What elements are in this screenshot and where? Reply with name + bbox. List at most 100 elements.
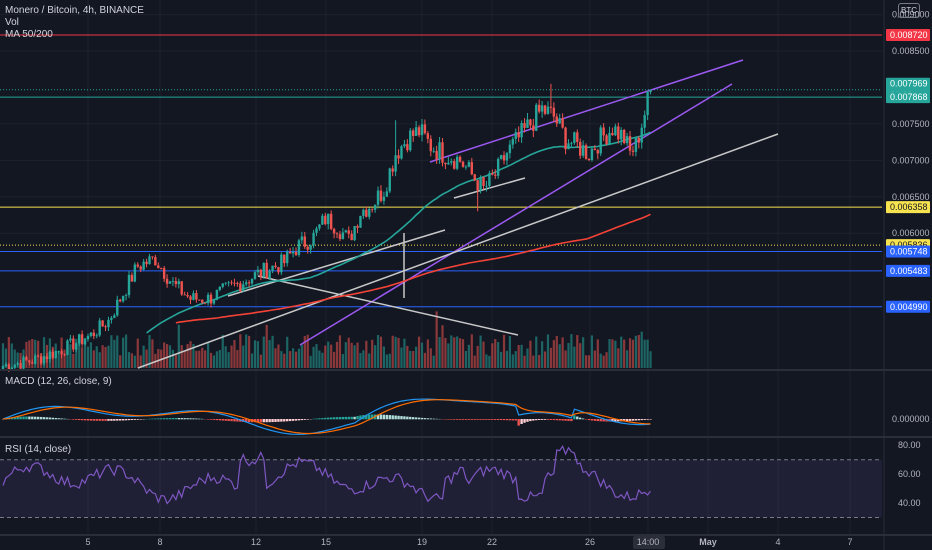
volume-bar: [183, 350, 186, 368]
trendline-lower[interactable]: [137, 133, 779, 369]
candle-body: [28, 360, 31, 363]
candle-body: [344, 230, 348, 233]
macd-histogram-bar: [86, 419, 90, 421]
macd-histogram-bar: [593, 419, 597, 421]
macd-histogram-bar: [318, 418, 321, 420]
volume-bar: [332, 351, 336, 368]
price-level-label[interactable]: 0.005483: [886, 264, 930, 277]
macd-legend: MACD (12, 26, close, 9): [5, 376, 112, 388]
candle-body: [57, 351, 60, 352]
drawings[interactable]: [137, 59, 779, 369]
macd-histogram-bar: [555, 419, 558, 421]
price-axis[interactable]: 0.009000 0.008500 0.007500 0.007000 0.006500…: [886, 10, 930, 509]
macd-histogram-bar: [502, 419, 506, 421]
candle-body: [479, 177, 482, 191]
volume-bar: [171, 349, 175, 368]
macd-histogram-bar: [160, 418, 163, 420]
macd-histogram-bar: [60, 418, 63, 420]
price-level-value: 0.007969: [890, 79, 928, 89]
candle-body: [622, 129, 626, 144]
candle-body: [63, 354, 66, 356]
price-level-label[interactable]: 0.005748: [886, 245, 930, 258]
price-level-label[interactable]: 0.007868: [886, 91, 930, 104]
rsi-label[interactable]: RSI (14, close): [5, 444, 72, 455]
candle-body: [617, 126, 620, 140]
candle-body: [370, 208, 374, 210]
macd-histogram-bar: [464, 419, 468, 420]
price-level-label[interactable]: 0.004990: [886, 300, 930, 313]
volume-bar: [587, 355, 591, 368]
candle-body: [288, 251, 292, 254]
candle-body: [409, 130, 412, 151]
macd-histogram-bar: [491, 419, 494, 420]
volume-bar: [538, 354, 541, 368]
time-tick-label: May: [699, 537, 717, 547]
candle-body: [347, 230, 350, 234]
macd-histogram-bar: [432, 418, 435, 420]
macd-label[interactable]: MACD (12, 26, close, 9): [5, 376, 112, 387]
volume-bar: [385, 354, 388, 368]
macd-histogram-bar: [13, 417, 16, 420]
volume-bar: [412, 351, 415, 368]
macd-histogram-bar: [233, 419, 236, 422]
volume-bar: [476, 345, 479, 368]
candle-body: [414, 127, 418, 136]
price-tick-label: 0.009000: [892, 10, 930, 20]
macd-histogram-bar: [561, 419, 564, 421]
volume-bar: [415, 346, 418, 368]
macd-histogram-bar: [259, 419, 263, 423]
macd-histogram-bar: [494, 419, 497, 420]
macd-histogram-bar: [198, 418, 201, 420]
volume-bar: [145, 349, 148, 368]
volume-bar: [456, 336, 459, 368]
channel-upper-line[interactable]: [429, 59, 744, 163]
trendline-descending[interactable]: [257, 275, 519, 336]
macd-histogram-bar: [350, 416, 353, 420]
macd-tick-label: 0.000000: [892, 414, 930, 424]
macd-histogram-bar: [344, 416, 348, 420]
candle-body: [514, 132, 517, 139]
candle-body: [162, 268, 166, 279]
macd-histogram-bar: [104, 419, 107, 421]
macd-histogram-bar: [42, 417, 46, 420]
candle-body: [113, 315, 116, 318]
candle-body: [523, 123, 526, 128]
candle-body: [596, 150, 599, 154]
ma-200-line: [175, 213, 651, 324]
channel-lower-line[interactable]: [299, 83, 733, 346]
candle-body: [455, 156, 459, 169]
macd-histogram-bar: [622, 419, 626, 422]
time-axis[interactable]: 5 8 12 15 19 22 26 14:00 May 4 7: [85, 536, 853, 549]
time-tick-label: 26: [585, 537, 595, 547]
macd-histogram-bar: [297, 419, 301, 421]
candle-body: [321, 215, 324, 225]
volume-bar: [245, 334, 248, 368]
candle-body: [473, 174, 476, 181]
symbol-title[interactable]: Monero / Bitcoin, 4h, BINANCE: [5, 5, 144, 16]
macd-histogram-bar: [227, 419, 230, 421]
candle-body: [491, 173, 494, 175]
volume-bar: [593, 350, 596, 368]
trendline-upper[interactable]: [227, 229, 446, 297]
macd-histogram-bar: [168, 418, 172, 420]
price-level-label[interactable]: 0.006358: [886, 201, 930, 214]
price-level-label[interactable]: 0.008720: [886, 28, 930, 41]
time-tick-label: 15: [321, 537, 331, 547]
volume-bar: [511, 354, 514, 368]
macd-histogram-bar: [511, 419, 515, 421]
vol-label[interactable]: Vol: [5, 17, 19, 28]
volume-bar: [617, 348, 620, 368]
candle-body: [75, 343, 78, 350]
volume-bar: [136, 338, 139, 368]
macd-histogram-bar: [523, 419, 526, 423]
candle-body: [259, 269, 263, 277]
candle-body: [86, 335, 90, 340]
candle-body: [543, 105, 547, 114]
volume-bar: [409, 350, 412, 368]
currency-badge[interactable]: BTC: [898, 3, 920, 18]
rsi-tick-label: 60.00: [898, 469, 921, 479]
macd-histogram-bar: [209, 419, 213, 420]
macd-histogram-bar: [133, 419, 137, 420]
ma-label[interactable]: MA 50/200: [5, 29, 53, 40]
